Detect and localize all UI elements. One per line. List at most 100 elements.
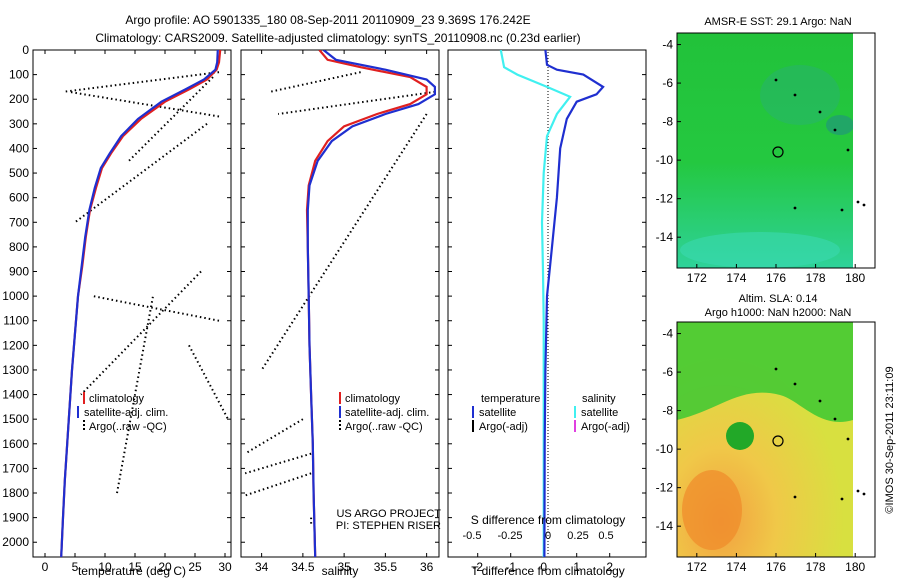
lon-tick-label: 172 <box>687 560 707 574</box>
difference-frame <box>447 49 647 558</box>
legend-climatology-label: climatology <box>345 393 401 405</box>
project-credit: US ARGO PROJECT <box>336 508 441 520</box>
lon-tick-label: 174 <box>726 271 746 285</box>
temperature-panel: 0100200300400500600700800900100011001200… <box>2 43 646 578</box>
lat-tick-label: -12 <box>656 192 674 206</box>
sst-land-mask <box>853 33 875 268</box>
sla-islands <box>774 367 866 501</box>
legend-satellite-label: satellite-adj. clim. <box>84 407 168 419</box>
x-tick-label: 34 <box>255 560 269 574</box>
depth-tick-label: 1600 <box>2 437 29 451</box>
lat-tick-label: -10 <box>656 153 674 167</box>
x-tick-label: 20 <box>158 560 172 574</box>
depth-tick-label: 1200 <box>2 338 29 352</box>
depth-tick-label: 800 <box>9 240 29 254</box>
argo-dotted-segment <box>244 452 312 475</box>
island-marker <box>793 495 797 499</box>
depth-tick-label: 900 <box>9 265 29 279</box>
temperature-lines <box>60 50 229 557</box>
argo-location-marker <box>772 435 784 447</box>
lat-tick-label: -6 <box>662 76 673 90</box>
temperature-difference-line <box>543 50 605 557</box>
lat-tick-label: -8 <box>662 115 673 129</box>
island-marker <box>774 78 778 82</box>
satellite-line <box>60 50 219 557</box>
island-marker <box>856 200 860 204</box>
temperature-frame <box>32 49 232 558</box>
legend-climatology-label: climatology <box>89 393 145 405</box>
depth-tick-label: 600 <box>9 191 29 205</box>
lon-tick-label: 174 <box>726 560 746 574</box>
depth-tick-label: 400 <box>9 141 29 155</box>
island-marker <box>862 203 866 207</box>
island-marker <box>862 492 866 496</box>
depth-tick-label: 1500 <box>2 412 29 426</box>
x-tick-label: 34.5 <box>291 560 315 574</box>
sst-map-title: AMSR-E SST: 29.1 Argo: NaN <box>704 16 851 28</box>
x-tick-label: 5 <box>72 560 79 574</box>
island-marker <box>856 489 860 493</box>
lon-tick-label: 178 <box>806 271 826 285</box>
salinity-legend: climatology satellite-adj. clim. Argo(..… <box>339 392 429 433</box>
x-tick-label: 15 <box>128 560 142 574</box>
salinity-xlabel: salinity <box>322 564 359 578</box>
sst-map-axes: 172 174 176 178 180 -4 -6 -8 -10 -12 -14 <box>656 38 866 285</box>
legend-satellite-label: satellite-adj. clim. <box>345 407 429 419</box>
salinity-frame <box>240 49 440 558</box>
sst-warm-band <box>680 232 840 268</box>
legend-salinity-header: salinity <box>582 393 616 405</box>
sst-cool-patch <box>760 65 840 125</box>
x-tick-label: 10 <box>98 560 112 574</box>
island-marker <box>793 93 797 97</box>
x-tick-label: 30 <box>218 560 232 574</box>
salinity-difference-line <box>499 50 572 557</box>
lon-tick-label: 180 <box>845 271 865 285</box>
legend-t-satellite-label: satellite <box>479 407 516 419</box>
depth-axis: 0 100 200 300 400 500 600 700 800 900 1000 1100 1200… <box>2 43 646 549</box>
island-marker <box>818 110 822 114</box>
depth-tick-label: 2000 <box>2 535 29 549</box>
s-tick-label: -0.5 <box>463 530 482 542</box>
x-tick-label: 0 <box>42 560 49 574</box>
climatology-line <box>305 50 428 557</box>
lat-tick-label: -4 <box>662 327 673 341</box>
depth-tick-label: 0 <box>22 43 29 57</box>
legend-argo-label: Argo(..raw -QC) <box>345 421 423 433</box>
sla-eddy <box>726 422 754 450</box>
argo-dotted-segment <box>244 418 304 455</box>
depth-tick-label: 1000 <box>2 289 29 303</box>
island-marker <box>818 399 822 403</box>
legend-temperature-header: temperature <box>481 393 540 405</box>
lon-tick-label: 176 <box>766 271 786 285</box>
island-marker <box>846 148 850 152</box>
depth-tick-label: 1800 <box>2 486 29 500</box>
sla-high-region <box>677 322 853 423</box>
island-marker <box>833 128 837 132</box>
temperature-x-axis: 0 5 10 15 20 25 30 <box>42 50 232 574</box>
depth-tick-label: 1700 <box>2 461 29 475</box>
temperature-legend: climatology satellite-adj. clim. Argo(..… <box>77 392 168 433</box>
salinity-x-axis: 34 34.5 35 35.5 36 <box>255 50 434 574</box>
legend-s-satellite-label: satellite <box>581 407 618 419</box>
argo-dotted-segment <box>128 76 214 162</box>
figure-title-line2: Climatology: CARS2009. Satellite-adjuste… <box>95 31 580 45</box>
lon-tick-label: 180 <box>845 560 865 574</box>
argo-dotted-segment <box>269 71 361 93</box>
argo-dotted-segment <box>188 344 229 420</box>
x-tick-label: -1 <box>505 560 516 574</box>
lat-tick-label: -4 <box>662 38 673 52</box>
pi-credit: PI: STEPHEN RISER <box>336 520 441 532</box>
argo-dotted-segment <box>68 90 220 118</box>
t-difference-xlabel: T difference from climatology <box>471 564 625 578</box>
x-tick-label: 35.5 <box>374 560 398 574</box>
sst-islands <box>774 78 866 212</box>
salinity-panel: 34 34.5 35 35.5 36 salinity climatology sate… <box>240 49 441 578</box>
lat-tick-label: -6 <box>662 365 673 379</box>
argo-location-marker <box>772 146 784 158</box>
island-marker <box>840 497 844 501</box>
island-marker <box>793 206 797 210</box>
difference-lines <box>499 50 605 557</box>
sla-map-title-line1: Altim. SLA: 0.14 <box>739 293 818 305</box>
sla-map-axes: 172 174 176 178 180 -4 -6 -8 -10 -12 -14 <box>656 327 866 574</box>
